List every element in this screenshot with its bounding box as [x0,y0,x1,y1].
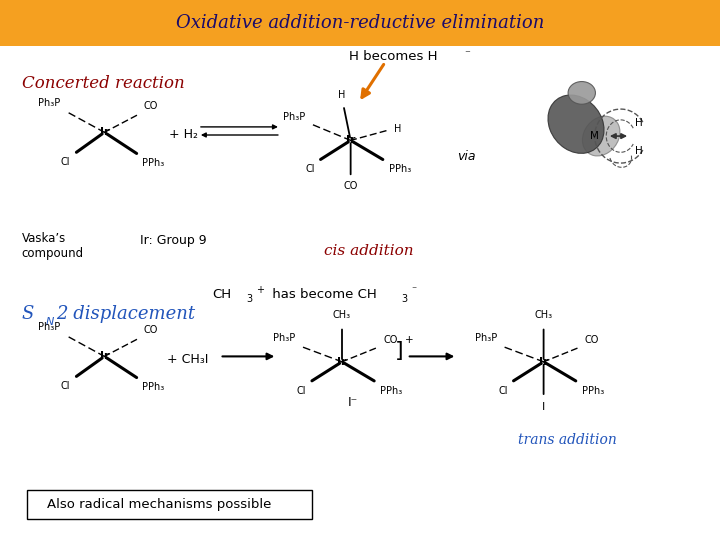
Text: Ir: Ir [539,357,549,367]
Text: Ir: Group 9: Ir: Group 9 [140,234,207,247]
Text: Ir: Ir [337,357,347,367]
Text: Oxidative addition-reductive elimination: Oxidative addition-reductive elimination [176,14,544,32]
Text: CO: CO [383,334,397,345]
Text: has become CH: has become CH [268,288,377,301]
Text: Vaska’s
compound: Vaska’s compound [22,232,84,260]
Text: +: + [256,285,264,295]
Text: Cl: Cl [60,157,70,167]
Text: Ph₃P: Ph₃P [283,111,305,122]
Text: H: H [338,90,346,100]
Text: Ph₃P: Ph₃P [273,333,295,343]
Text: Concerted reaction: Concerted reaction [22,75,184,92]
Text: Also radical mechanisms possible: Also radical mechanisms possible [47,498,271,511]
Text: Cl: Cl [60,381,70,391]
Text: ⁻: ⁻ [464,49,470,59]
Text: Ph₃P: Ph₃P [474,333,497,343]
Text: I⁻: I⁻ [348,396,358,409]
Bar [27,490,312,519]
Text: PPh₃: PPh₃ [380,386,402,396]
Text: ]: ] [395,341,403,361]
Text: PPh₃: PPh₃ [582,386,604,396]
Text: CO: CO [144,100,158,111]
Text: Ph₃P: Ph₃P [37,322,60,332]
Ellipse shape [568,82,595,104]
Text: H: H [635,146,643,156]
Text: M: M [590,131,599,141]
Text: + H₂: + H₂ [169,129,198,141]
Text: ⁻: ⁻ [412,285,417,295]
Text: + CH₃I: + CH₃I [167,353,208,366]
Text: PPh₃: PPh₃ [142,382,164,392]
Text: Ph₃P: Ph₃P [37,98,60,108]
Text: CH₃: CH₃ [333,309,351,320]
Text: CO: CO [343,181,358,191]
Text: H: H [394,124,401,133]
Text: Ir: Ir [99,352,109,361]
Text: CH₃: CH₃ [534,309,553,320]
Text: H becomes H: H becomes H [349,50,438,63]
Text: +: + [405,335,414,345]
Text: S: S [22,305,34,323]
Text: 3: 3 [402,294,408,303]
Text: H: H [635,118,643,128]
Text: Ir: Ir [346,136,356,145]
Text: via: via [457,150,476,163]
Text: PPh₃: PPh₃ [389,164,411,174]
Text: cis addition: cis addition [324,244,413,258]
Text: I: I [542,402,545,413]
Text: Cl: Cl [305,164,315,174]
Ellipse shape [548,95,604,153]
Text: 3: 3 [246,294,253,303]
Text: 2 displacement: 2 displacement [56,305,195,323]
Text: CO: CO [144,325,158,335]
Text: CH: CH [212,288,232,301]
Text: PPh₃: PPh₃ [142,158,164,168]
Text: Cl: Cl [297,386,306,396]
Ellipse shape [582,116,620,156]
Bar [0,0,720,46]
Text: Cl: Cl [498,386,508,396]
Text: Ir: Ir [99,127,109,137]
Text: CO: CO [585,334,599,345]
Text: trans addition: trans addition [518,433,617,447]
Text: N: N [45,318,54,327]
